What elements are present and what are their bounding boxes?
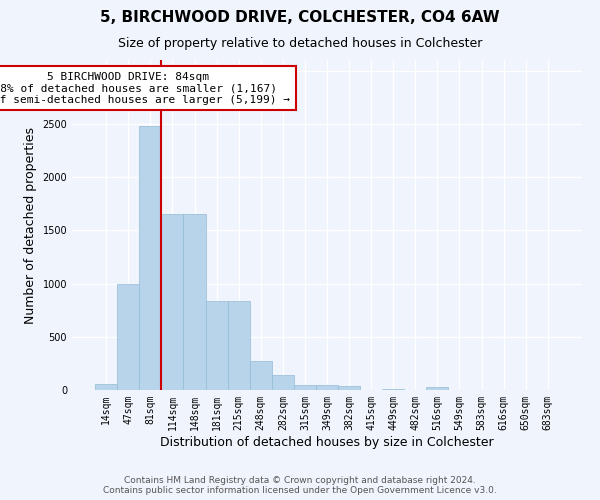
Bar [316, 384, 338, 390]
Bar [206, 300, 227, 390]
Bar [227, 300, 250, 390]
Text: 5 BIRCHWOOD DRIVE: 84sqm
← 18% of detached houses are smaller (1,167)
80% of sem: 5 BIRCHWOOD DRIVE: 84sqm ← 18% of detach… [0, 72, 290, 105]
Bar [139, 126, 161, 390]
Bar [427, 387, 448, 390]
Bar [184, 214, 206, 390]
Bar [294, 384, 316, 390]
Text: Size of property relative to detached houses in Colchester: Size of property relative to detached ho… [118, 38, 482, 51]
Y-axis label: Number of detached properties: Number of detached properties [24, 126, 37, 324]
Bar [272, 375, 294, 390]
Bar [161, 214, 184, 390]
X-axis label: Distribution of detached houses by size in Colchester: Distribution of detached houses by size … [160, 436, 494, 448]
Text: Contains HM Land Registry data © Crown copyright and database right 2024.
Contai: Contains HM Land Registry data © Crown c… [103, 476, 497, 495]
Bar [95, 384, 117, 390]
Text: 5, BIRCHWOOD DRIVE, COLCHESTER, CO4 6AW: 5, BIRCHWOOD DRIVE, COLCHESTER, CO4 6AW [100, 10, 500, 25]
Bar [117, 284, 139, 390]
Bar [338, 386, 360, 390]
Bar [250, 362, 272, 390]
